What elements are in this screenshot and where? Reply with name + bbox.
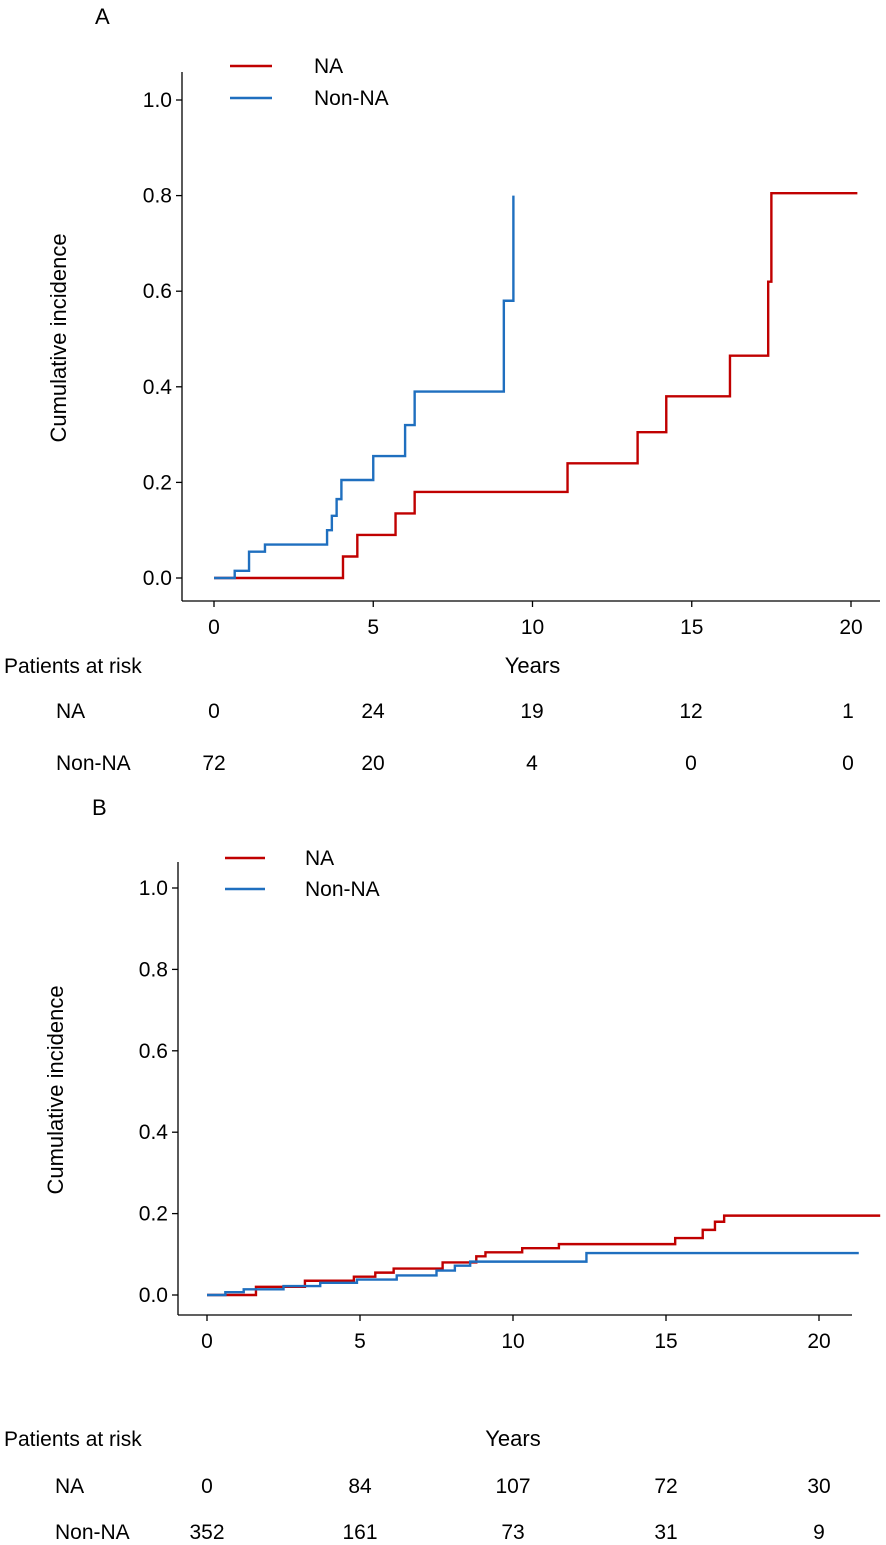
- y-tick-label: 0.4: [139, 1121, 169, 1144]
- risk-row-name: NA: [56, 700, 85, 723]
- risk-cell: 73: [501, 1521, 524, 1544]
- x-tick-label: 10: [501, 1330, 524, 1353]
- risk-cell: 0: [208, 700, 220, 723]
- risk-cell: 161: [342, 1521, 377, 1544]
- x-tick-label: 20: [839, 616, 862, 639]
- y-tick-label: 0.0: [143, 567, 172, 590]
- x-tick-label: 15: [654, 1330, 677, 1353]
- y-tick-label: 0.2: [143, 471, 172, 494]
- series-line-na: [207, 1214, 881, 1297]
- y-tick-label: 1.0: [139, 877, 168, 900]
- risk-cell: 84: [348, 1475, 372, 1498]
- x-tick-label: 20: [807, 1330, 830, 1353]
- y-tick-label: 1.0: [143, 89, 172, 112]
- x-tick-label: 0: [208, 616, 220, 639]
- risk-cell: 31: [654, 1521, 677, 1544]
- risk-cell: 4: [526, 752, 538, 775]
- risk-table-title: Patients at risk: [4, 1428, 142, 1451]
- x-tick-label: 15: [680, 616, 703, 639]
- y-tick-label: 0.0: [139, 1284, 168, 1307]
- legend-label: Non-NA: [314, 87, 389, 110]
- panel-letter: B: [92, 795, 107, 820]
- risk-cell: 0: [685, 752, 697, 775]
- risk-cell: 24: [361, 700, 385, 723]
- risk-row-name: Non-NA: [56, 752, 131, 775]
- risk-cell: 12: [679, 700, 702, 723]
- series-line-non-na: [207, 1251, 859, 1297]
- x-axis-label: Years: [485, 1426, 540, 1451]
- risk-cell: 19: [520, 700, 543, 723]
- y-axis-label: Cumulative incidence: [43, 985, 68, 1194]
- risk-cell: 30: [807, 1475, 830, 1498]
- x-tick-label: 5: [354, 1330, 366, 1353]
- risk-cell: 352: [189, 1521, 224, 1544]
- legend-label: NA: [305, 847, 334, 870]
- risk-cell: 72: [654, 1475, 677, 1498]
- series-line-na: [214, 192, 858, 580]
- risk-row-name: NA: [55, 1475, 84, 1498]
- y-axis-label: Cumulative incidence: [46, 233, 71, 442]
- risk-table-title: Patients at risk: [4, 655, 142, 678]
- risk-cell: 107: [495, 1475, 530, 1498]
- x-axis-label: Years: [505, 653, 560, 678]
- series-line-non-na: [214, 195, 515, 580]
- risk-row-name: Non-NA: [55, 1521, 130, 1544]
- panel-b: B 0.0 0.2 0.4 0.6 0.8 1.0 0 5 10 15 20 Cumulative in…: [4, 795, 881, 1544]
- risk-cell: 0: [201, 1475, 213, 1498]
- x-tick-label: 10: [521, 616, 544, 639]
- y-tick-label: 0.8: [139, 958, 168, 981]
- panel-letter: A: [95, 4, 110, 29]
- risk-cell: 9: [813, 1521, 825, 1544]
- y-tick-label: 0.8: [143, 185, 172, 208]
- y-tick-label: 0.6: [139, 1040, 168, 1063]
- legend-label: NA: [314, 55, 343, 78]
- y-tick-label: 0.2: [139, 1203, 168, 1226]
- risk-cell: 20: [361, 752, 384, 775]
- legend-label: Non-NA: [305, 878, 380, 901]
- x-tick-label: 5: [367, 616, 379, 639]
- y-tick-label: 0.4: [143, 376, 173, 399]
- risk-cell: 1: [842, 700, 854, 723]
- x-tick-label: 0: [201, 1330, 213, 1353]
- risk-cell: 72: [202, 752, 225, 775]
- y-tick-label: 0.6: [143, 280, 172, 303]
- risk-cell: 0: [842, 752, 854, 775]
